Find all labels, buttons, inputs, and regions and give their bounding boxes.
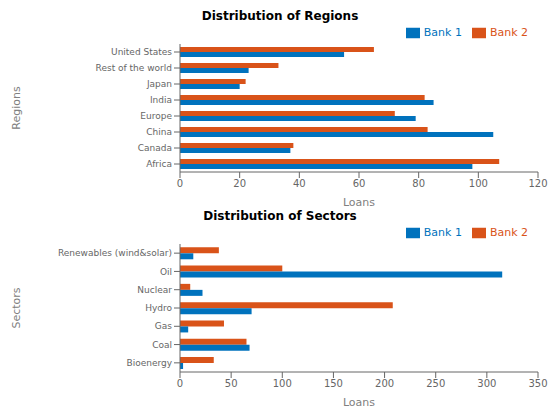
svg-text:20: 20 [233,178,246,189]
html-text:Bank 1: Bank 1 [423,26,462,39]
svg-text:Loans: Loans [343,196,375,208]
svg-text:Gas: Gas [155,321,172,331]
svg-text:Japan: Japan [146,79,172,89]
svg-text:100: 100 [469,178,488,189]
svg-text:Nuclear: Nuclear [137,285,172,295]
svg-text:China: China [146,127,172,137]
svg-text:40: 40 [293,178,306,189]
svg-text:Bioenergy: Bioenergy [126,358,172,368]
svg-text:Hydro: Hydro [145,303,172,313]
svg-text:250: 250 [426,378,445,389]
svg-text:50: 50 [225,378,238,389]
svg-text:350: 350 [528,378,547,389]
svg-text:Coal: Coal [152,340,172,350]
svg-text:Rest of the world: Rest of the world [96,63,172,73]
svg-text:India: India [150,95,172,105]
svg-text:60: 60 [353,178,366,189]
svg-text:120: 120 [528,178,547,189]
svg-text:Europe: Europe [140,111,172,121]
svg-text:Regions: Regions [10,86,23,130]
svg-text:United States: United States [111,47,172,57]
svg-text:300: 300 [477,378,496,389]
svg-text:Renewables (wind&solar): Renewables (wind&solar) [58,248,172,258]
svg-text:80: 80 [412,178,425,189]
html-text:Distribution of Regions: Distribution of Regions [201,9,359,23]
html-text:Distribution of Sectors: Distribution of Sectors [203,209,357,223]
html-text:Bank 1: Bank 1 [423,226,462,239]
svg-text:100: 100 [273,378,292,389]
svg-text:Canada: Canada [138,143,172,153]
svg-text:Africa: Africa [146,159,172,169]
html-text:Bank 2: Bank 2 [489,26,528,39]
svg-text:200: 200 [375,378,394,389]
svg-text:150: 150 [324,378,343,389]
html-text:Bank 2: Bank 2 [489,226,528,239]
svg-text:Loans: Loans [343,396,375,408]
svg-text:Sectors: Sectors [10,287,23,328]
svg-text:0: 0 [177,378,183,389]
svg-text:Oil: Oil [160,267,172,277]
svg-text:0: 0 [177,178,183,189]
